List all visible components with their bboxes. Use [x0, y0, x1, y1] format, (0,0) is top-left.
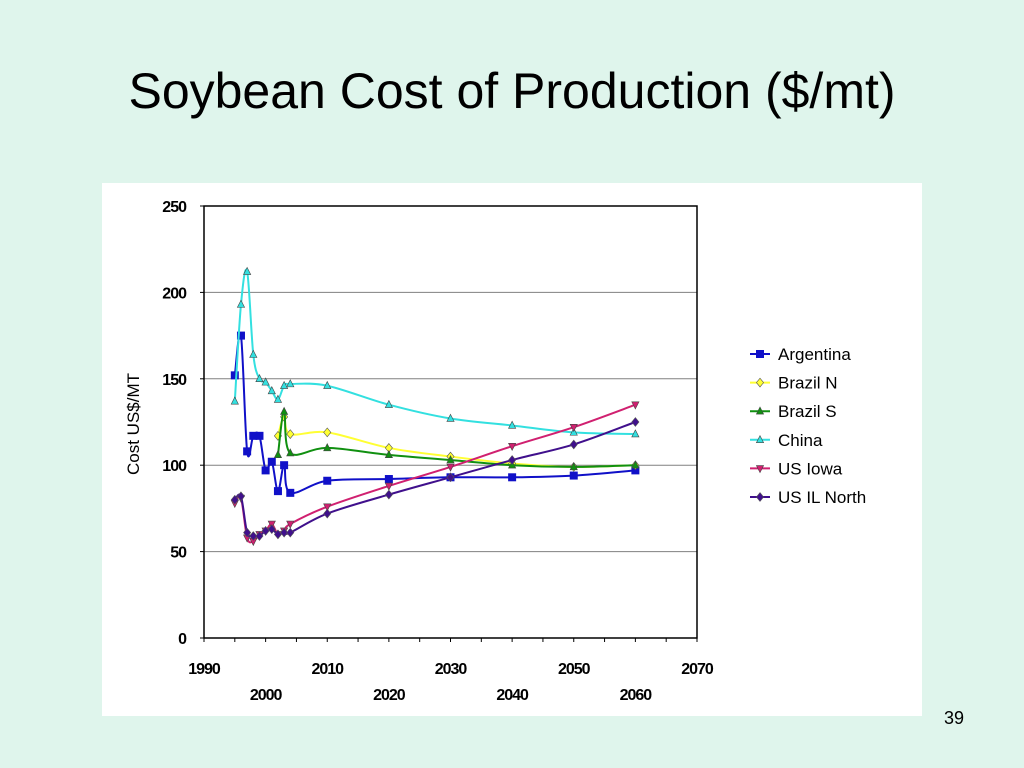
data-point-argentina	[243, 447, 252, 456]
data-point-argentina	[236, 331, 245, 340]
data-point-brazil-s	[384, 449, 393, 459]
legend-marker-us-iowa	[755, 465, 765, 474]
x-tick-label: 1990	[188, 661, 221, 678]
data-point-china	[446, 413, 455, 422]
data-point-us-il-north	[286, 527, 295, 538]
data-point-argentina	[267, 457, 276, 466]
x-tick-label: 2020	[373, 687, 406, 704]
data-point-china	[261, 377, 270, 386]
data-point-argentina	[255, 431, 264, 440]
data-point-china	[631, 429, 640, 438]
data-point-us-il-north	[384, 489, 393, 500]
legend-label-brazil-s: Brazil S	[778, 402, 837, 421]
legend-label-argentina: Argentina	[778, 345, 851, 364]
x-tick-label: 2070	[681, 661, 714, 678]
x-tick-label: 2000	[250, 687, 283, 704]
data-point-brazil-n	[323, 427, 332, 438]
data-point-us-il-north	[446, 472, 455, 483]
x-tick-label: 2040	[496, 687, 529, 704]
legend-marker-brazil-s	[755, 406, 765, 415]
legend-marker-china	[755, 434, 765, 443]
plot-area-frame	[203, 205, 698, 639]
data-point-us-il-north	[280, 527, 289, 538]
legend-label-brazil-n: Brazil N	[778, 374, 838, 393]
data-point-china	[384, 399, 393, 408]
series-line-china	[233, 268, 636, 436]
data-point-us-il-north	[508, 455, 517, 465]
data-point-china	[255, 373, 264, 382]
y-tick-label: 50	[170, 545, 187, 562]
data-point-china	[286, 379, 295, 388]
data-point-argentina	[384, 475, 393, 484]
data-point-brazil-s	[569, 462, 578, 471]
data-point-china	[243, 266, 252, 275]
data-point-us-il-north	[243, 527, 252, 538]
legend-label-us-il-north: US IL North	[778, 488, 866, 507]
data-point-us-iowa	[286, 520, 295, 529]
data-point-brazil-s	[631, 460, 640, 469]
legend: Argentina Brazil N Brazil S China US Iowa US …	[750, 345, 866, 507]
data-point-argentina	[230, 371, 239, 380]
legend-label-china: China	[778, 431, 823, 450]
data-point-china	[236, 299, 246, 308]
series-layer	[230, 266, 640, 547]
legend-label-us-iowa: US Iowa	[778, 459, 843, 478]
line-chart: 0 50 100 150 200 250 1990 2010 2030 2050 2070 2000 2…	[124, 199, 866, 704]
legend-marker-brazil-n	[756, 377, 764, 388]
data-point-us-il-north	[230, 494, 239, 505]
axis-ticks: 0 50 100 150 200 250 1990 2010 2030 2050 2070 2000 2…	[162, 199, 715, 704]
chart-panel: 0 50 100 150 200 250 1990 2010 2030 2050 2070 2000 2…	[102, 183, 922, 716]
data-point-china	[249, 349, 258, 358]
legend-marker-argentina	[756, 349, 765, 358]
data-point-brazil-n	[286, 429, 295, 439]
y-tick-label: 250	[162, 199, 187, 216]
data-point-us-iowa	[446, 463, 455, 472]
y-tick-label: 200	[162, 285, 187, 302]
data-point-brazil-s	[280, 406, 289, 415]
data-point-us-il-north	[249, 531, 258, 541]
data-point-brazil-s	[446, 455, 455, 464]
data-point-argentina	[569, 471, 578, 480]
x-tick-label: 2060	[620, 687, 653, 704]
data-point-argentina	[323, 476, 332, 485]
data-point-brazil-s	[323, 443, 332, 452]
data-point-us-il-north	[267, 524, 276, 535]
data-point-china	[267, 386, 276, 395]
data-point-us-il-north	[323, 508, 332, 519]
y-tick-label: 150	[162, 372, 187, 389]
data-point-china	[323, 380, 332, 389]
data-point-us-iowa	[323, 503, 332, 512]
data-point-argentina	[286, 488, 295, 497]
data-point-us-iowa	[569, 424, 578, 433]
data-point-us-il-north	[236, 491, 245, 502]
slide-title: Soybean Cost of Production ($/mt)	[128, 63, 896, 119]
data-point-us-iowa	[631, 401, 640, 410]
data-point-us-il-north	[631, 417, 640, 427]
x-tick-label: 2030	[435, 661, 468, 678]
y-tick-label: 100	[162, 458, 187, 475]
y-tick-label: 0	[178, 631, 187, 648]
y-axis-title: Cost US$/MT	[124, 373, 143, 475]
data-point-brazil-s	[273, 449, 283, 459]
data-point-us-iowa	[508, 443, 517, 452]
slide-number: 39	[943, 708, 964, 728]
data-point-us-il-north	[569, 439, 578, 450]
data-point-china	[230, 396, 239, 405]
data-point-china	[273, 394, 283, 403]
data-point-argentina	[280, 461, 289, 470]
data-point-china	[280, 380, 289, 389]
data-point-us-iowa	[384, 482, 393, 491]
data-point-china	[508, 420, 517, 429]
x-tick-label: 2050	[558, 661, 591, 678]
data-point-argentina	[508, 473, 517, 482]
data-point-brazil-s	[286, 448, 295, 457]
data-point-argentina	[261, 466, 270, 475]
x-tick-label: 2010	[311, 661, 344, 678]
gridlines	[204, 205, 697, 553]
data-point-argentina	[273, 487, 282, 496]
data-point-us-il-north	[255, 531, 264, 541]
legend-marker-us-il-north	[756, 492, 764, 502]
